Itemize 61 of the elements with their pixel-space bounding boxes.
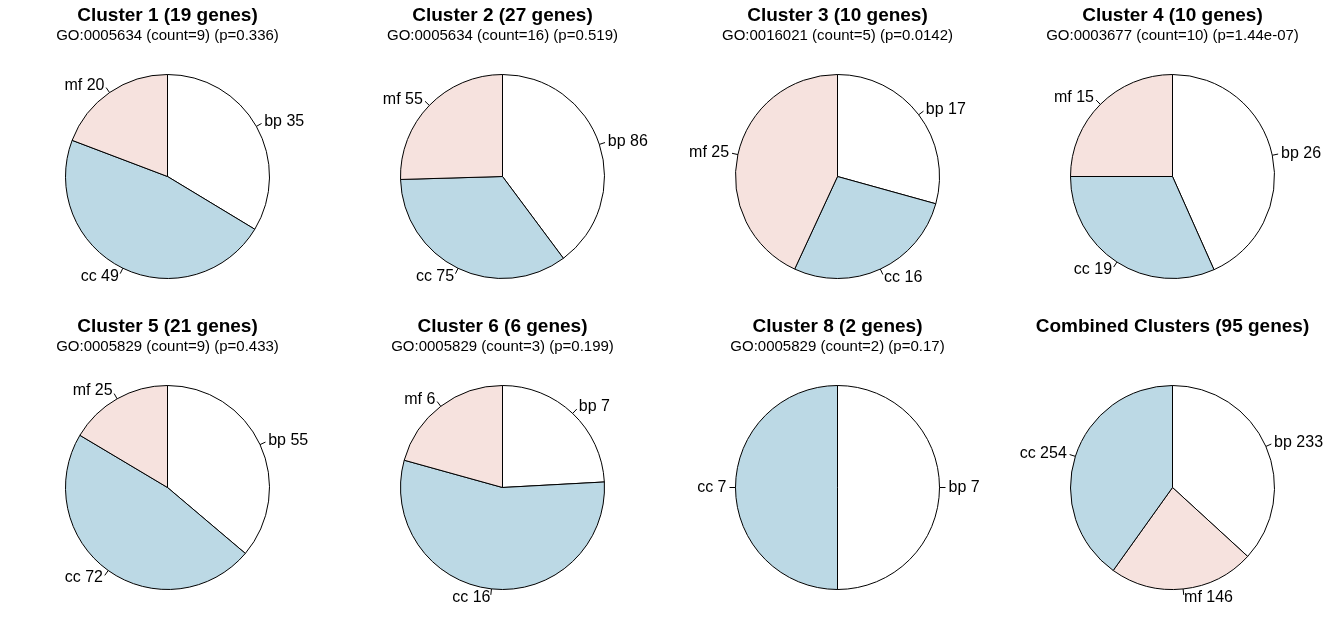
data-label: 19 xyxy=(1094,260,1113,277)
chart-subtitle: GO:0005829 (count=9) (p=0.433) xyxy=(55,337,280,355)
slice-label: bp xyxy=(948,477,967,495)
slice-label: mf xyxy=(404,389,423,407)
data-label: 233 xyxy=(1296,433,1324,451)
data-label: 35 xyxy=(286,112,305,130)
data-label: 25 xyxy=(711,143,730,161)
data-label: 17 xyxy=(948,99,967,117)
slice-label: bp xyxy=(268,431,287,449)
chart-title: Cluster 2 (27 genes) xyxy=(411,4,594,26)
data-label: 16 xyxy=(904,267,923,285)
chart-title: Cluster 8 (2 genes) xyxy=(751,315,924,337)
slice-label: bp xyxy=(1274,433,1292,451)
slice-label: mf xyxy=(1054,88,1073,106)
data-label: 7 xyxy=(717,477,727,495)
data-label: 6 xyxy=(426,389,436,407)
chart-title: Cluster 1 (19 genes) xyxy=(76,4,259,26)
slice-label: cc xyxy=(415,266,432,284)
slice-label: cc xyxy=(64,568,81,586)
chart-subtitle: GO:0005634 (count=16) (p=0.519) xyxy=(386,26,619,44)
chart-subtitle: GO:0016021 (count=5) (p=0.0142) xyxy=(721,26,954,44)
chart-title: Cluster 5 (21 genes) xyxy=(76,315,259,337)
slice-label: bp xyxy=(925,99,944,117)
data-label: 20 xyxy=(86,75,105,93)
chart-subtitle: GO:0005634 (count=9) (p=0.336) xyxy=(55,26,280,44)
slice-label: cc xyxy=(884,267,901,285)
slice-label: mf xyxy=(1184,588,1203,606)
data-label: 7 xyxy=(970,477,980,495)
chart-title: Cluster 6 (6 genes) xyxy=(416,315,589,337)
data-label: 72 xyxy=(85,568,104,586)
slice-label: cc xyxy=(1073,260,1090,277)
data-label: 49 xyxy=(101,266,120,284)
slice-label: mf xyxy=(689,143,708,161)
slice-label: mf xyxy=(382,89,402,107)
chart-subtitle: GO:0005829 (count=2) (p=0.17) xyxy=(729,337,946,355)
slice-label: cc xyxy=(1019,444,1036,462)
slice-label: bp xyxy=(264,112,283,130)
data-label: 146 xyxy=(1206,588,1234,606)
data-label: 254 xyxy=(1040,444,1067,462)
slice-label: mf xyxy=(72,381,91,399)
data-label: 16 xyxy=(472,588,491,606)
chart-subtitle: GO:0005829 (count=3) (p=0.199) xyxy=(390,337,615,355)
chart-title: Combined Clusters (95 genes) xyxy=(1034,315,1311,337)
slice-label: bp xyxy=(578,397,597,415)
slice-label: cc xyxy=(452,588,469,606)
chart-title: Cluster 3 (10 genes) xyxy=(746,4,929,26)
chart-subtitle: GO:0003677 (count=10) (p=1.44e-07) xyxy=(1045,26,1300,44)
data-label: 26 xyxy=(1303,143,1322,161)
slice-label: mf xyxy=(64,75,83,93)
data-label: 55 xyxy=(290,431,309,449)
data-label: 25 xyxy=(94,381,113,399)
data-label: 7 xyxy=(601,397,611,415)
data-label: 55 xyxy=(405,89,423,107)
slice-label: cc xyxy=(697,477,714,495)
slice-label: bp xyxy=(607,131,626,149)
data-label: 75 xyxy=(436,266,455,284)
data-label: 86 xyxy=(630,131,649,149)
slice-label: bp xyxy=(1281,143,1299,161)
data-label: 15 xyxy=(1076,88,1095,106)
chart-title: Cluster 4 (10 genes) xyxy=(1081,4,1264,26)
slice-label: cc xyxy=(80,266,97,284)
